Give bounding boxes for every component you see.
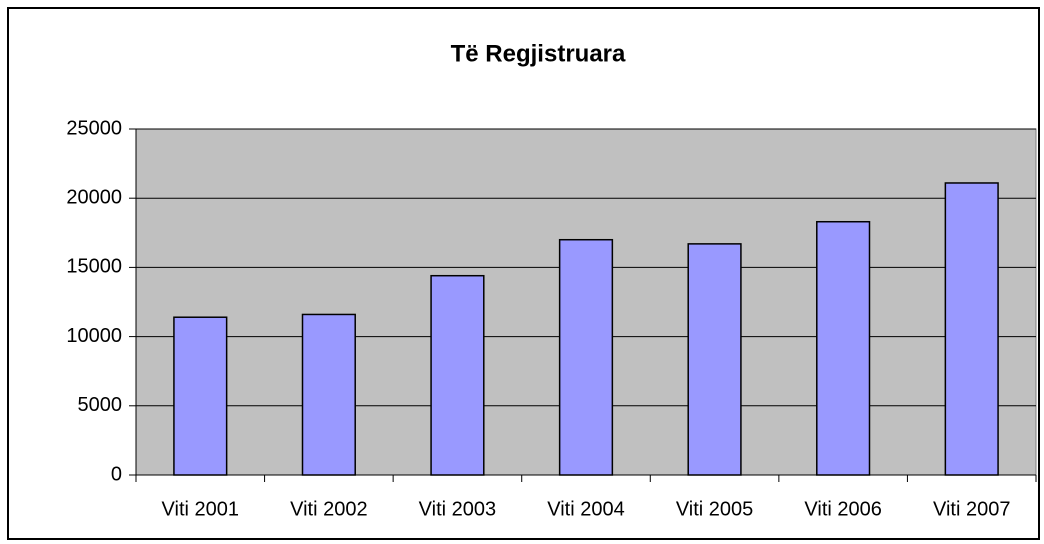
x-tick-label: Viti 2004 <box>547 498 624 520</box>
bar <box>558 238 614 476</box>
bar <box>301 313 356 476</box>
y-tick-label: 5000 <box>78 394 123 416</box>
y-tick-label: 10000 <box>66 325 122 347</box>
bar <box>430 274 485 476</box>
y-tick-label: 20000 <box>66 186 122 208</box>
bar <box>687 243 742 476</box>
y-tick-label: 25000 <box>66 117 122 139</box>
bar <box>173 316 228 476</box>
y-tick-label: 0 <box>111 463 122 485</box>
y-tick-label: 15000 <box>66 256 122 278</box>
x-tick-label: Viti 2001 <box>162 498 239 520</box>
x-tick-label: Viti 2002 <box>290 498 367 520</box>
x-tick-label: Viti 2006 <box>804 498 881 520</box>
x-tick-label: Viti 2007 <box>933 498 1010 520</box>
x-tick-label: Viti 2003 <box>419 498 496 520</box>
chart-title: Të Regjistruara <box>451 40 626 67</box>
x-tick-label: Viti 2005 <box>676 498 753 520</box>
bar <box>944 182 999 476</box>
bar <box>816 220 871 476</box>
